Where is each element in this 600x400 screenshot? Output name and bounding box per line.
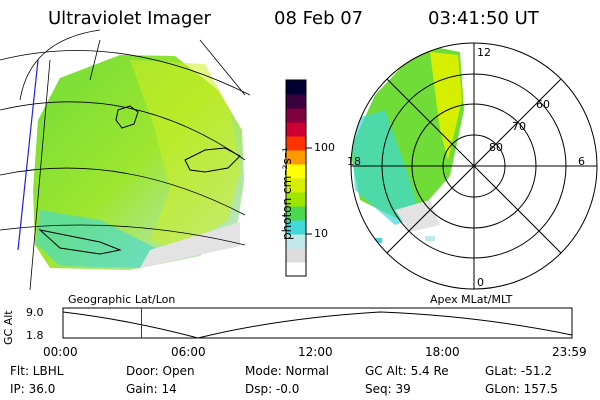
colorbar-tick-10: 10: [314, 227, 328, 240]
altitude-plot: [62, 307, 573, 339]
colorbar-swatch: [286, 206, 306, 221]
altitude-curve: [62, 311, 573, 339]
colorbar-swatch: [286, 108, 306, 123]
mlt-label-18: 18: [347, 155, 361, 168]
colorbar-swatch: [286, 248, 306, 263]
status-mode: Mode: Normal: [245, 364, 329, 378]
altitude-ytick-1.8: 1.8: [26, 329, 44, 342]
status-glon: GLon: 157.5: [485, 382, 558, 396]
status-gain: Gain: 14: [126, 382, 177, 396]
colorbar-tick-100: 100: [314, 141, 335, 154]
status-seq: Seq: 39: [365, 382, 411, 396]
right-panel-label: Apex MLat/MLT: [430, 293, 513, 306]
altitude-ylabel: GC Alt: [2, 310, 15, 345]
status-door: Door: Open: [126, 364, 195, 378]
colorbar-swatch: [286, 262, 306, 277]
geographic-image: [0, 29, 251, 290]
mlt-label-6: 6: [578, 155, 585, 168]
status-ip: IP: 36.0: [10, 382, 56, 396]
status-filter: Flt: LBHL: [10, 364, 64, 378]
coastline: [38, 105, 241, 255]
color-scale: [285, 79, 312, 277]
time-tick-2359: 23:59: [552, 345, 587, 359]
mlat-label-60: 60: [536, 98, 550, 111]
altitude-ytick-9: 9.0: [26, 306, 44, 319]
time-tick-1800: 18:00: [425, 345, 460, 359]
colorbar-swatch: [286, 234, 306, 249]
time-tick-0600: 06:00: [171, 345, 206, 359]
colorbar-swatch: [286, 136, 306, 151]
colorbar-swatch: [286, 122, 306, 137]
time-tick-0000: 00:00: [43, 345, 78, 359]
mlat-label-80: 80: [489, 141, 503, 154]
mlt-label-0: 0: [477, 276, 484, 289]
colorbar-swatch: [286, 164, 306, 179]
mlat-label-70: 70: [512, 120, 526, 133]
colorbar-unit-label: photon cm⁻²s⁻¹: [280, 147, 294, 240]
status-gc-alt: GC Alt: 5.4 Re: [365, 364, 449, 378]
status-dsp: Dsp: -0.0: [245, 382, 300, 396]
left-panel-label: Geographic Lat/Lon: [68, 293, 176, 306]
instrument-title: Ultraviolet Imager: [48, 8, 211, 29]
time-label: 03:41:50 UT: [428, 8, 539, 29]
polar-image: [350, 42, 598, 290]
time-tick-1200: 12:00: [298, 345, 333, 359]
colorbar-swatch: [286, 192, 306, 207]
colorbar-swatch: [286, 80, 306, 95]
colorbar-swatch: [286, 220, 306, 235]
mlt-label-12: 12: [477, 46, 491, 59]
date-label: 08 Feb 07: [274, 8, 364, 29]
colorbar-swatch: [286, 94, 306, 109]
lat-lon-grid: [0, 29, 251, 290]
status-glat: GLat: -51.2: [485, 364, 552, 378]
colorbar-swatch: [286, 150, 306, 165]
colorbar-swatch: [286, 178, 306, 193]
